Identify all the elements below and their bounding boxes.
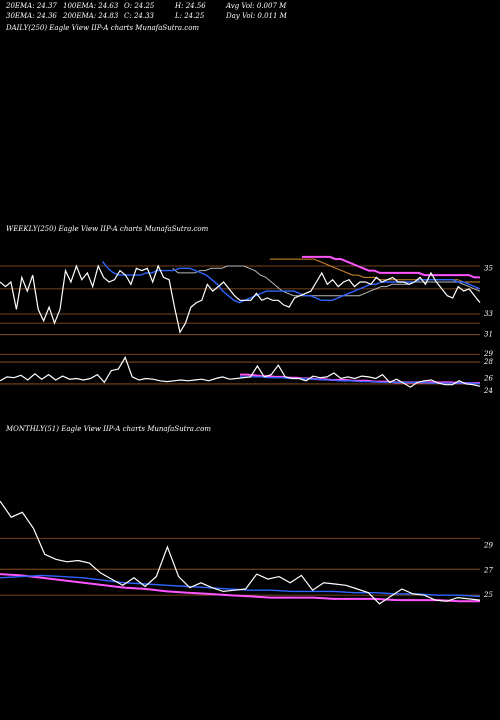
weekly-upper-price-line: [0, 264, 481, 334]
monthly-ema-fast: [0, 574, 481, 598]
weekly-upper-ema-20: [101, 260, 481, 304]
weekly-lower-ytick: 29: [483, 350, 493, 358]
avg-vol-label: Avg Vol: 0.007 M: [226, 2, 287, 10]
weekly-upper-ema-30: [172, 265, 481, 297]
weekly-lower-ytick: 28: [483, 358, 493, 366]
weekly-upper-ema-200: [302, 255, 480, 279]
weekly-lower-price-line: [0, 355, 481, 388]
monthly-chart: 29 27 25: [0, 500, 493, 605]
ema100-label: 100EMA: 24.63: [63, 2, 119, 10]
day-vol-label: Day Vol: 0.011 M: [226, 12, 287, 20]
weekly-upper-ytick: 35: [484, 264, 493, 272]
weekly-lower-ytick: 24: [483, 387, 493, 395]
daily-panel-title: DAILY(250) Eagle View IIP-A charts Munaf…: [6, 24, 200, 32]
monthly-ytick: 27: [483, 566, 493, 574]
low-label: L: 24.25: [175, 12, 205, 20]
high-label: H: 24.56: [175, 2, 206, 10]
ema200-label: 200EMA: 24.83: [63, 12, 119, 20]
weekly-lower-ytick: 31: [484, 331, 493, 339]
weekly-panel-title: WEEKLY(250) Eagle View IIP-A charts Muna…: [6, 225, 209, 233]
weekly-upper-ytick: 33: [484, 310, 493, 318]
monthly-ema-slow: [0, 573, 480, 603]
monthly-panel-title: MONTHLY(51) Eagle View IIP-A charts Muna…: [6, 425, 211, 433]
ema20-label: 20EMA: 24.37: [6, 2, 57, 10]
open-label: O: 24.25: [124, 2, 155, 10]
weekly-lower-ytick: 26: [483, 374, 493, 382]
weekly-lower-ema-slow: [240, 373, 480, 385]
weekly-upper-chart: 35 33: [0, 255, 493, 334]
close-label: C: 24.33: [124, 12, 154, 20]
monthly-ytick: 25: [483, 591, 493, 599]
ema30-label: 30EMA: 24.36: [6, 12, 57, 20]
monthly-price-line: [0, 500, 481, 605]
monthly-ytick: 29: [483, 542, 493, 550]
